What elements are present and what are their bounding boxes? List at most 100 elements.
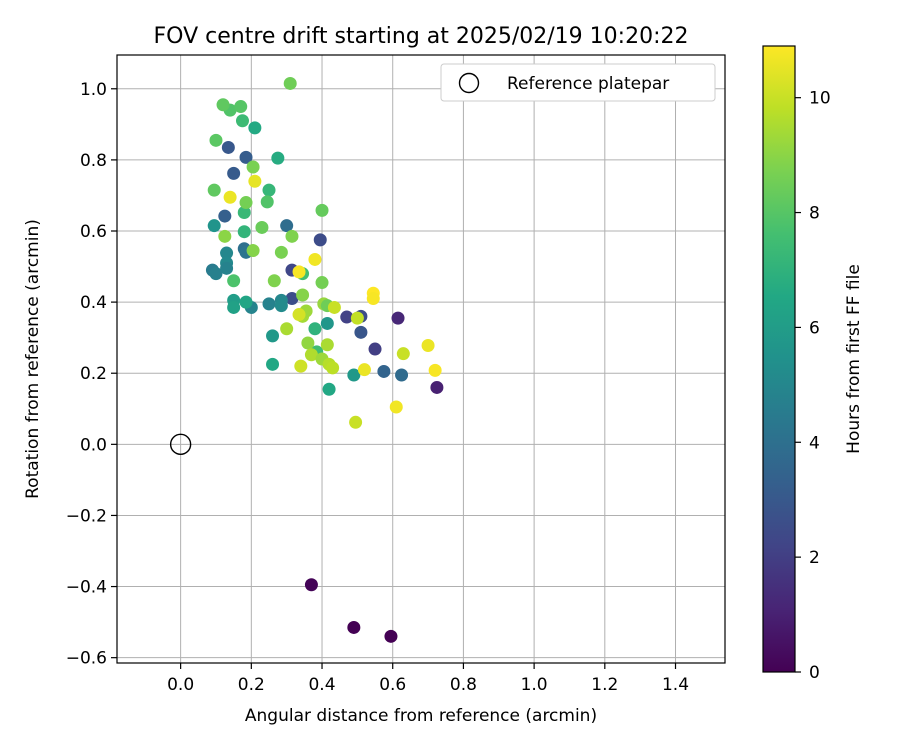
chart-title: FOV centre drift starting at 2025/02/19 … [154,24,689,49]
data-point [248,121,262,135]
data-point [308,322,322,336]
data-point [209,133,223,147]
data-point [327,300,341,314]
data-point [280,322,294,336]
y-tick-label: −0.4 [66,578,107,598]
colorbar-label: Hours from first FF file [844,264,864,454]
data-point [246,244,260,258]
data-point [354,325,368,339]
data-point [274,245,288,259]
data-point [227,274,241,288]
data-point [223,190,237,204]
x-tick-label: 0.0 [167,675,194,695]
y-tick-label: 0.0 [80,435,107,455]
colorbar: 0 2 4 6 8 10 Hours from first FF file [762,45,864,683]
colorbar-tick-label: 4 [809,433,820,453]
data-point [296,288,310,302]
data-point [308,252,322,266]
data-point [301,336,315,350]
data-point [391,311,405,325]
data-point [326,361,340,375]
data-point [428,363,442,377]
data-point [304,578,318,592]
y-tick-label: 0.8 [80,151,107,171]
x-tick-label: 1.0 [521,675,548,695]
data-point [292,308,306,322]
y-tick-label: 0.2 [80,364,107,384]
data-point [347,620,361,634]
data-point [237,225,251,239]
data-point [368,342,382,356]
data-point [340,310,354,324]
data-point [357,363,371,377]
grid-lines [117,55,725,663]
data-point [218,229,232,243]
plot-frame [116,54,726,664]
data-point [347,368,361,382]
x-tick-label: 0.4 [308,675,335,695]
y-tick-label: 0.6 [80,222,107,242]
data-point [322,382,336,396]
data-point [349,415,363,429]
data-point [220,261,234,275]
legend-label-reference: Reference platepar [507,74,669,94]
x-tick-label: 0.6 [379,675,406,695]
data-point [209,267,223,281]
data-point [239,150,253,164]
data-point [315,276,329,290]
colorbar-gradient [762,45,796,673]
x-tick-label: 0.2 [238,675,265,695]
y-axis-ticks: −0.6 −0.4 −0.2 0.0 0.2 0.4 0.6 0.8 1.0 [66,80,117,669]
data-point [267,274,281,288]
data-point [248,174,262,188]
data-point [260,195,274,209]
data-point [220,246,234,260]
data-point [227,300,241,314]
data-point [350,311,364,325]
colorbar-tick-label: 10 [809,89,831,109]
data-point [315,203,329,217]
data-point [216,98,230,112]
x-tick-label: 1.4 [662,675,689,695]
data-point [274,299,288,313]
data-point [237,206,251,220]
legend: Reference platepar [440,63,716,102]
colorbar-tick-label: 6 [809,318,820,338]
colorbar-ticks: 0 2 4 6 8 10 [795,89,831,683]
legend-box [440,63,716,102]
data-point [239,196,253,210]
reference-marker-layer [169,433,192,456]
data-point [262,183,276,197]
colorbar-tick-label: 8 [809,204,820,224]
scatter-points [205,76,444,643]
y-tick-label: −0.6 [66,649,107,669]
data-point [384,629,398,643]
y-tick-label: 1.0 [80,80,107,100]
data-point [389,400,403,414]
data-point [227,166,241,180]
x-axis-ticks: 0.0 0.2 0.4 0.6 0.8 1.0 1.2 1.4 [167,663,689,695]
data-point [255,220,269,234]
data-point [283,76,297,90]
y-tick-label: −0.2 [66,506,107,526]
data-point [320,316,334,330]
data-point [235,114,249,128]
data-point [221,140,235,154]
data-point [430,380,444,394]
x-axis-label: Angular distance from reference (arcmin) [245,706,597,726]
data-point [304,348,318,362]
data-point [207,183,221,197]
colorbar-tick-label: 0 [809,663,820,683]
data-point [313,233,327,247]
reference-platepar-marker [169,433,192,456]
y-axis-label: Rotation from reference (arcmin) [23,219,43,499]
data-point [262,297,276,311]
data-point [207,219,221,233]
legend-marker-reference [458,72,480,94]
data-point [285,292,299,306]
data-point [239,295,253,309]
data-point [421,338,435,352]
data-point [280,219,294,233]
data-point [377,364,391,378]
